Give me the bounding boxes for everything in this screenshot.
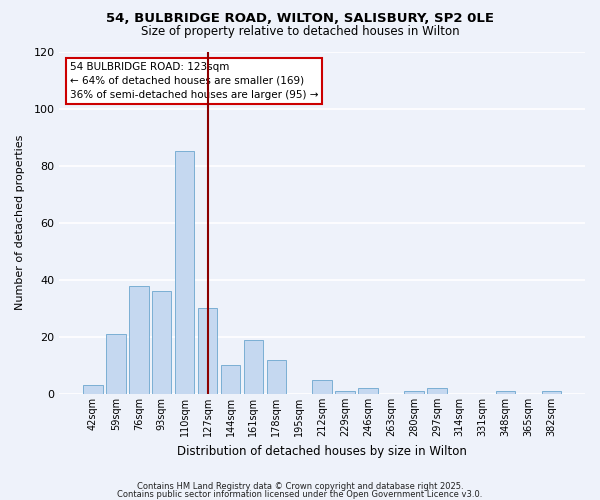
Text: 54, BULBRIDGE ROAD, WILTON, SALISBURY, SP2 0LE: 54, BULBRIDGE ROAD, WILTON, SALISBURY, S…	[106, 12, 494, 26]
Y-axis label: Number of detached properties: Number of detached properties	[15, 135, 25, 310]
Bar	[198, 308, 217, 394]
Bar	[244, 340, 263, 394]
Bar	[335, 391, 355, 394]
Bar	[313, 380, 332, 394]
Bar	[404, 391, 424, 394]
Bar	[221, 366, 240, 394]
Bar	[175, 152, 194, 394]
Bar	[129, 286, 149, 394]
Bar	[266, 360, 286, 394]
Text: Contains HM Land Registry data © Crown copyright and database right 2025.: Contains HM Land Registry data © Crown c…	[137, 482, 463, 491]
Bar	[542, 391, 561, 394]
X-axis label: Distribution of detached houses by size in Wilton: Distribution of detached houses by size …	[177, 444, 467, 458]
Bar	[83, 386, 103, 394]
Text: Size of property relative to detached houses in Wilton: Size of property relative to detached ho…	[140, 25, 460, 38]
Bar	[152, 292, 172, 394]
Bar	[427, 388, 446, 394]
Bar	[358, 388, 378, 394]
Text: Contains public sector information licensed under the Open Government Licence v3: Contains public sector information licen…	[118, 490, 482, 499]
Text: 54 BULBRIDGE ROAD: 123sqm
← 64% of detached houses are smaller (169)
36% of semi: 54 BULBRIDGE ROAD: 123sqm ← 64% of detac…	[70, 62, 319, 100]
Bar	[106, 334, 125, 394]
Bar	[496, 391, 515, 394]
